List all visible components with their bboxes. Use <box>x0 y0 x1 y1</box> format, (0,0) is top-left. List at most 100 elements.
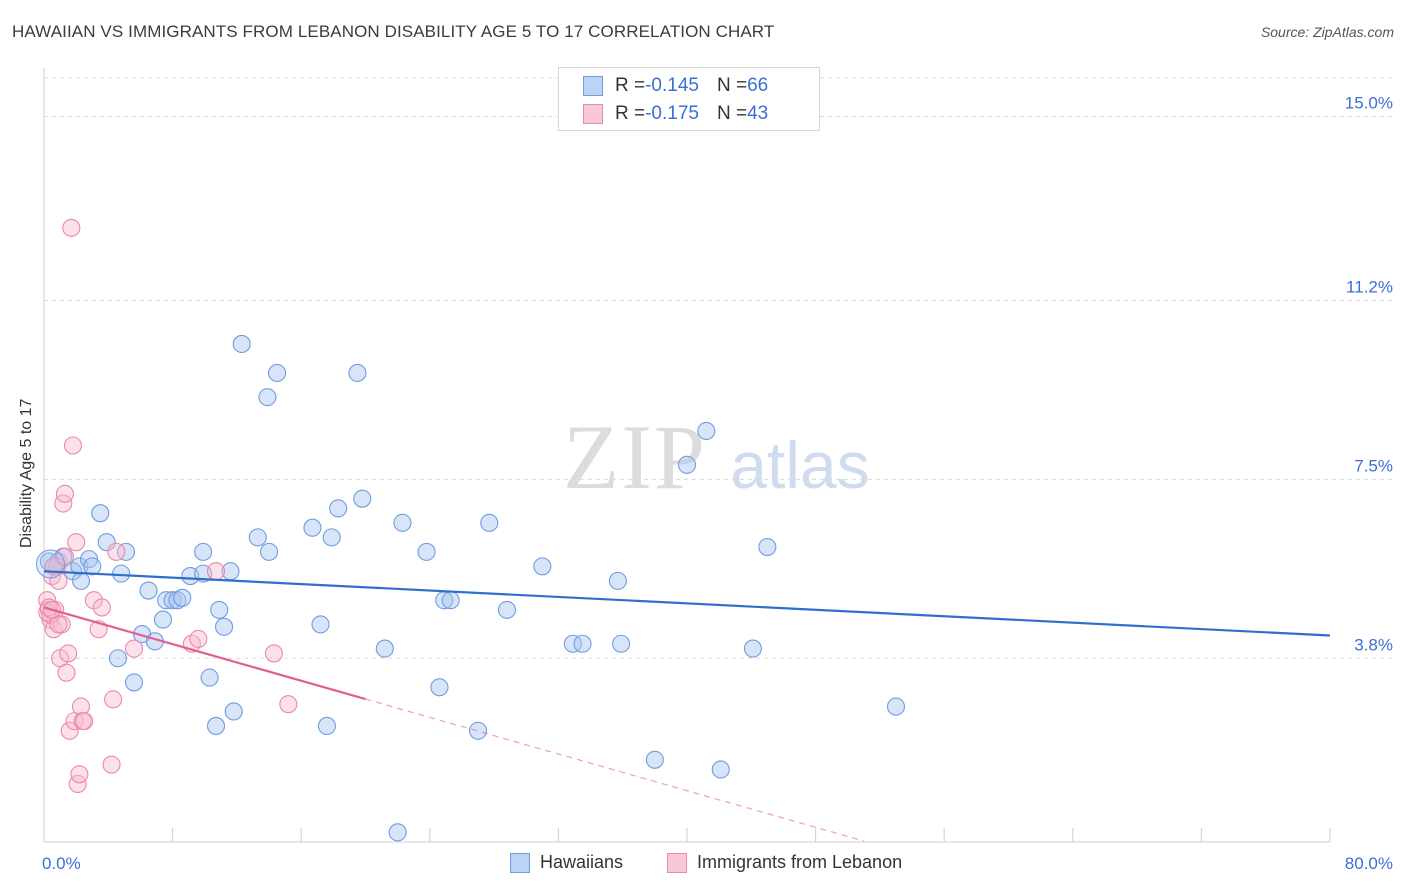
data-points <box>35 218 906 842</box>
data-point <box>417 542 436 561</box>
data-point <box>70 557 89 576</box>
data-point <box>259 542 279 561</box>
chart-title: HAWAIIAN VS IMMIGRANTS FROM LEBANON DISA… <box>12 22 775 41</box>
data-point <box>92 598 111 617</box>
legend-item-hawaiians[interactable]: Hawaiians <box>510 852 623 873</box>
data-point <box>71 571 91 590</box>
data-point <box>39 598 58 617</box>
data-point <box>258 388 277 407</box>
data-point <box>497 600 517 619</box>
trend-line <box>43 606 366 701</box>
legend-label-hawaiians: Hawaiians <box>540 852 624 872</box>
data-point <box>758 537 777 557</box>
data-point <box>63 436 82 455</box>
data-point <box>173 588 192 607</box>
legend-r-value: -0.145 <box>645 75 699 96</box>
legend-row-hawaiians: R = -0.145 N = 66 <box>583 74 768 98</box>
legend-swatch-lebanon <box>667 852 687 873</box>
legend-row-lebanon: R = -0.175 N = 43 <box>583 102 768 126</box>
x-tick-label: 80.0% <box>1345 854 1393 873</box>
data-point <box>194 542 213 561</box>
series-lebanon <box>38 218 298 794</box>
data-point <box>102 755 121 774</box>
legend-r-value: -0.175 <box>645 103 699 124</box>
data-point <box>112 564 131 583</box>
data-point <box>70 765 89 784</box>
data-point <box>677 455 697 474</box>
series-legend: Hawaiians Immigrants from Lebanon <box>0 852 1406 878</box>
legend-n-label: N = <box>716 103 748 124</box>
legend-label-lebanon: Immigrants from Lebanon <box>697 852 903 872</box>
series-hawaiians <box>39 334 906 842</box>
data-point <box>124 639 144 658</box>
data-point <box>311 615 330 634</box>
data-point <box>67 533 86 552</box>
legend-swatch-lebanon <box>583 104 603 124</box>
x-tick-label: 0.0% <box>42 854 81 873</box>
data-point <box>393 513 412 532</box>
data-point <box>35 549 65 579</box>
trend-line-extension <box>365 698 864 842</box>
data-point <box>104 690 123 709</box>
data-point <box>317 716 336 735</box>
data-point <box>91 504 110 523</box>
data-point <box>139 581 158 600</box>
data-point <box>573 634 592 653</box>
data-point <box>200 668 219 687</box>
data-point <box>210 600 229 619</box>
data-point <box>743 639 762 658</box>
legend-r-label: R = <box>615 75 646 96</box>
legend-swatch-hawaiians <box>510 852 530 873</box>
data-point <box>189 629 208 648</box>
watermark-zip: ZIP <box>563 406 707 508</box>
legend-r-label: R = <box>615 103 646 124</box>
data-point <box>59 644 78 663</box>
data-point <box>206 716 226 735</box>
data-point <box>468 721 488 740</box>
data-point <box>711 760 730 779</box>
data-point <box>441 591 460 610</box>
legend-n-value: 66 <box>747 75 769 96</box>
y-tick-label: 3.8% <box>1354 635 1393 654</box>
data-point <box>533 557 552 576</box>
data-point <box>206 562 226 581</box>
data-point <box>232 334 251 353</box>
data-point <box>563 634 582 653</box>
data-point <box>645 750 664 769</box>
data-point <box>348 363 367 383</box>
data-point <box>168 591 187 610</box>
data-point <box>124 673 144 692</box>
data-point <box>60 721 79 740</box>
data-point <box>268 363 287 383</box>
legend-n-label: N = <box>716 75 748 96</box>
data-point <box>886 697 906 716</box>
data-point <box>108 649 127 668</box>
tick-labels: 3.8% 7.5% 11.2% 15.0% 0.0% 80.0% <box>42 94 1393 873</box>
data-point <box>353 489 372 508</box>
data-point <box>55 547 74 566</box>
source-label: Source: ZipAtlas.com <box>1260 24 1394 40</box>
data-point <box>62 218 81 237</box>
watermark-atlas: atlas <box>730 428 869 502</box>
correlation-legend: R = -0.145 N = 66 R = -0.175 N = 43 <box>558 67 820 131</box>
data-point <box>153 610 173 629</box>
data-point <box>322 528 341 547</box>
data-point <box>375 639 394 658</box>
data-point <box>303 518 322 537</box>
data-point <box>224 702 243 721</box>
y-tick-label: 15.0% <box>1345 94 1393 113</box>
trend-lines <box>43 570 1331 842</box>
data-point <box>612 634 631 653</box>
data-point <box>430 678 449 697</box>
y-tick-label: 11.2% <box>1346 277 1393 296</box>
data-point <box>279 695 298 714</box>
data-point <box>83 557 102 576</box>
data-point <box>57 663 76 682</box>
trend-line <box>43 570 1331 637</box>
legend-item-lebanon[interactable]: Immigrants from Lebanon <box>667 852 902 873</box>
data-point <box>214 617 234 636</box>
data-point <box>116 542 136 561</box>
data-point <box>75 712 94 731</box>
data-point <box>329 499 348 518</box>
